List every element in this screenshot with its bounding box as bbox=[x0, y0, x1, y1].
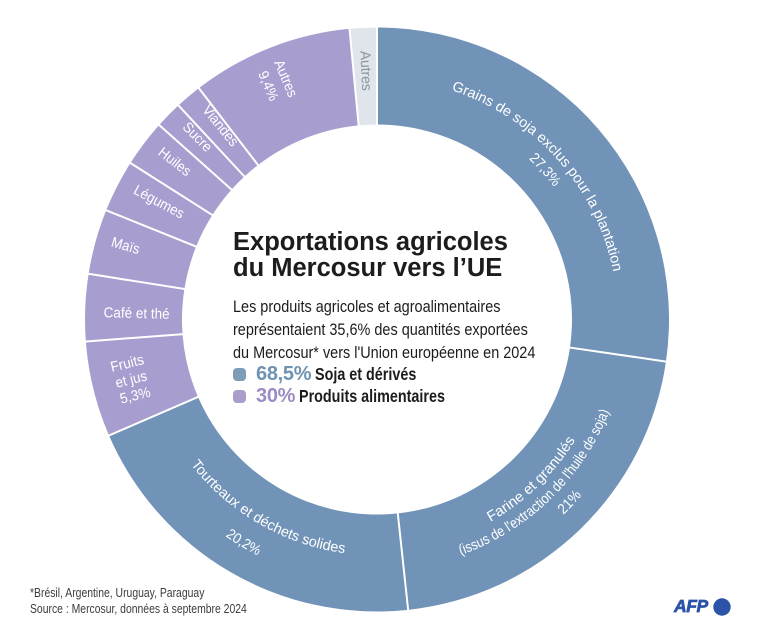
svg-text:Café et thé: Café et thé bbox=[103, 305, 169, 322]
svg-text:Autres: Autres bbox=[356, 50, 374, 91]
svg-text:et jus: et jus bbox=[114, 369, 149, 392]
svg-text:Fruits: Fruits bbox=[109, 352, 146, 376]
svg-text:5,3%: 5,3% bbox=[118, 385, 152, 408]
svg-text:Maïs: Maïs bbox=[109, 235, 141, 258]
